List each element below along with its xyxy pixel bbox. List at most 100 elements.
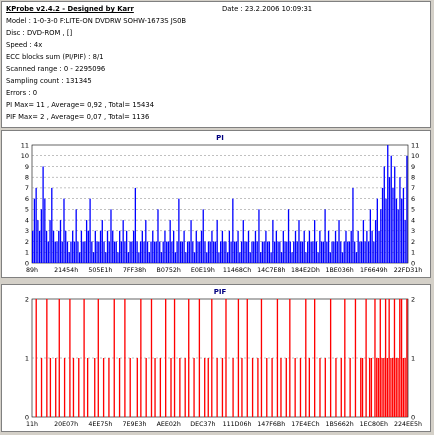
pi-bar xyxy=(364,241,366,263)
pi-bar xyxy=(106,230,109,263)
pif-bar xyxy=(232,358,234,417)
pi-y-tick-label-left: 8 xyxy=(25,173,29,181)
pif-bar xyxy=(319,358,321,417)
pi-bar xyxy=(366,230,368,263)
pi-bar xyxy=(247,230,250,263)
pif-bar xyxy=(360,358,362,417)
pi-bar xyxy=(143,241,145,263)
pi-bar xyxy=(131,241,133,263)
pi-y-tick-label-right: 8 xyxy=(411,173,415,181)
pi-bar xyxy=(119,230,121,263)
pi-bar xyxy=(176,241,178,263)
pi-bar xyxy=(367,241,370,263)
pif-bar xyxy=(154,358,156,417)
pi-bar xyxy=(164,230,166,263)
pi-bar xyxy=(84,241,86,263)
pi-y-tick-label-right: 11 xyxy=(411,141,419,149)
pi-bar xyxy=(294,230,297,263)
scan-date: Date : 23.2.2006 10:09:31 xyxy=(222,5,313,13)
pif-bar xyxy=(390,358,392,417)
pi-x-tick-label: 11468Ch xyxy=(223,267,251,274)
pi-bar xyxy=(256,241,258,263)
pif-bar xyxy=(361,358,364,417)
pi-bar xyxy=(136,241,138,263)
pi-bar xyxy=(35,187,37,263)
pi-bar xyxy=(148,252,150,263)
pi-y-tick-label-left: 4 xyxy=(25,216,29,224)
pi-y-tick-label-right: 10 xyxy=(411,152,419,160)
pi-bar xyxy=(32,230,34,263)
pi-bar xyxy=(223,241,225,263)
pi-bar xyxy=(132,230,135,263)
pif-bar xyxy=(384,299,387,417)
pif-bar xyxy=(386,358,389,417)
pi-bar xyxy=(317,252,319,263)
pif-x-tick-label: 7E9E3h xyxy=(123,421,147,428)
pi-x-tick-label: 1BE036h xyxy=(325,267,353,274)
pi-bar xyxy=(166,241,168,263)
pi-bar xyxy=(38,230,41,263)
pif-chart: PIF 0 0 1 1 2 2 11h 20E07h 4EE75h 7E9E3h AEE02h DEC3… xyxy=(25,288,422,428)
pi-bar xyxy=(44,198,46,263)
pi-bar xyxy=(350,230,352,263)
pi-bar xyxy=(75,209,77,263)
pi-bar xyxy=(152,230,154,263)
pi-bar xyxy=(345,230,347,263)
pi-x-tick-label: 184E2Dh xyxy=(291,267,320,274)
pif-bar xyxy=(289,299,291,417)
pi-y-tick-label-right: 0 xyxy=(411,259,415,267)
pi-bar xyxy=(334,230,337,263)
info-pif-stats: PIF Max= 2 , Average= 0,07 , Total= 1136 xyxy=(6,113,150,121)
pi-bar xyxy=(369,209,372,263)
pi-bar xyxy=(239,252,241,263)
pif-bar xyxy=(150,299,153,417)
pi-y-tick-label-right: 3 xyxy=(411,227,415,235)
pi-bar xyxy=(373,241,375,263)
pi-x-tick-label: 21454h xyxy=(54,267,78,274)
pi-bar xyxy=(286,241,288,263)
pif-bar xyxy=(381,358,383,417)
pi-bar xyxy=(315,241,318,263)
pif-bar xyxy=(78,358,80,417)
pif-bar xyxy=(159,358,162,417)
pi-bar xyxy=(199,241,201,263)
pi-bar xyxy=(181,241,184,263)
pif-bar xyxy=(129,358,131,417)
pif-bar xyxy=(340,358,342,417)
pi-bar xyxy=(388,177,391,263)
pif-bar xyxy=(377,358,380,417)
pi-bar xyxy=(387,145,389,263)
pi-bar xyxy=(322,241,325,263)
pi-x-tick-label: 1F6649h xyxy=(360,267,388,274)
pif-bar xyxy=(118,358,121,417)
pif-bar xyxy=(173,299,176,417)
pif-bar xyxy=(305,299,307,417)
pif-bar xyxy=(86,358,89,417)
pi-bar xyxy=(404,220,406,263)
pi-bar xyxy=(193,252,196,263)
pi-bar xyxy=(58,230,60,263)
pif-bar xyxy=(46,299,48,417)
pi-bar xyxy=(96,241,98,263)
pif-bar xyxy=(40,358,43,417)
info-ecc-sum: ECC blocks sum (PI/PIF) : 8/1 xyxy=(6,53,104,61)
pi-bar xyxy=(146,241,149,263)
pif-bar xyxy=(140,299,142,417)
pi-bar xyxy=(347,241,349,263)
pi-y-tick-label-left: 9 xyxy=(25,163,29,171)
pi-bar xyxy=(341,252,344,263)
pif-bar xyxy=(314,299,316,417)
pi-chart-panel: PI 0 0 1 1 2 2 3 3 4 4 5 5 6 6 7 7 8 8 9 9 10 10 11 11 89h 21454h 5… xyxy=(1,130,431,278)
pi-bar xyxy=(220,241,222,263)
pi-bar xyxy=(188,241,190,263)
pif-y-tick-label-right: 0 xyxy=(411,413,415,421)
pif-bar xyxy=(397,358,399,417)
pif-bar xyxy=(285,358,287,417)
pif-x-tick-label: 4EE75h xyxy=(88,421,112,428)
pi-bar xyxy=(230,241,232,263)
pi-bar xyxy=(352,187,354,263)
pif-bar xyxy=(97,299,99,417)
pi-bar xyxy=(72,230,74,263)
pi-bar xyxy=(171,241,173,263)
